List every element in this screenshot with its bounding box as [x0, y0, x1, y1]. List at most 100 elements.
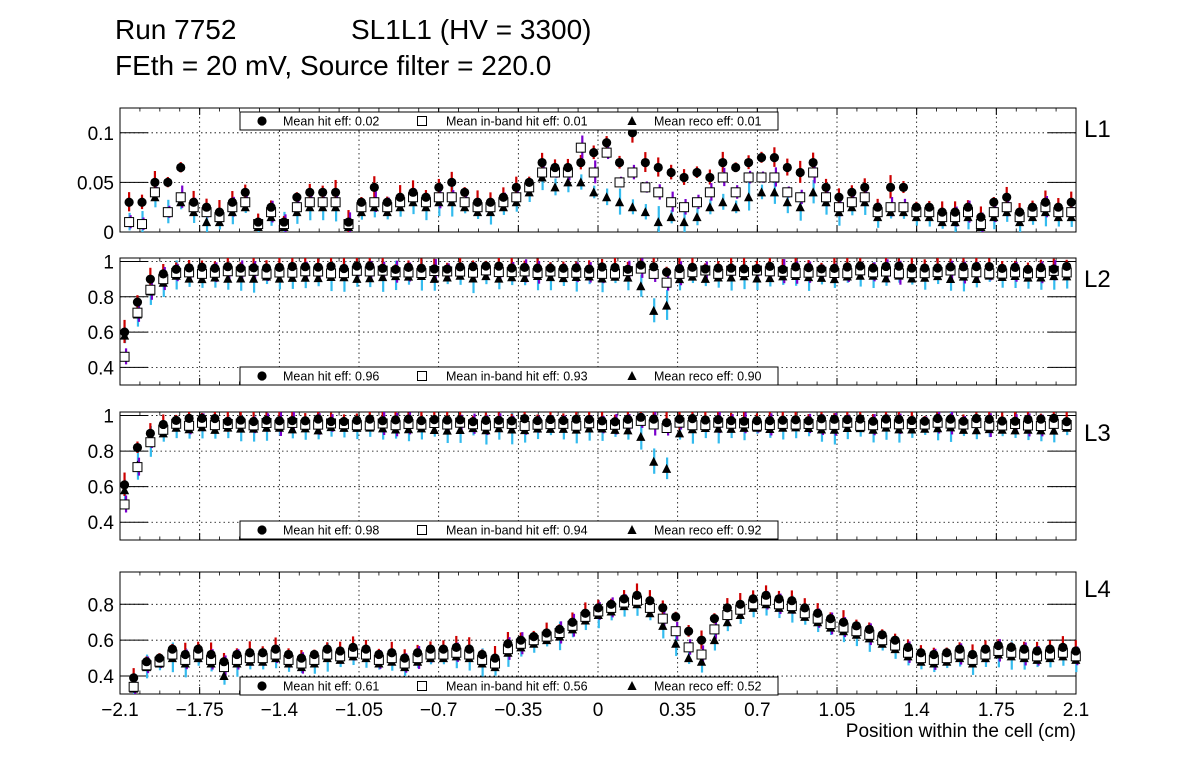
legend-entry: Mean in-band hit eff: 0.56	[446, 680, 588, 694]
data-point-hit	[743, 157, 754, 168]
data-point-hit	[193, 644, 203, 654]
data-point-hit	[343, 217, 354, 227]
data-point-hit	[326, 416, 336, 427]
data-point-inband	[661, 277, 672, 288]
data-point-hit	[408, 187, 418, 197]
data-point-hit	[713, 415, 723, 425]
data-point-hit	[963, 202, 973, 212]
data-point-hit	[438, 644, 449, 654]
data-point-hit	[369, 182, 379, 192]
legend-marker-square	[417, 116, 427, 126]
legend-entry: Mean hit eff: 0.96	[283, 370, 379, 384]
data-point-hit	[847, 187, 857, 197]
data-point-reco	[722, 617, 732, 627]
data-point-hit	[184, 413, 194, 423]
data-point-hit	[890, 635, 900, 645]
data-point-hit	[163, 177, 173, 187]
data-point-hit	[464, 644, 474, 654]
x-axis-title: Position within the cell (cm)	[846, 721, 1076, 742]
data-point-reco	[649, 305, 659, 315]
data-point-hit	[803, 263, 814, 273]
data-point-hit	[176, 162, 186, 173]
data-point-hit	[542, 628, 552, 638]
data-point-hit	[1062, 417, 1072, 427]
data-point-inband	[240, 197, 251, 208]
data-point-inband	[162, 207, 173, 218]
x-tick-label: 1.75	[978, 700, 1015, 721]
data-point-hit	[154, 653, 165, 663]
data-point-reco	[184, 273, 194, 283]
y-tick-label: 1	[103, 253, 114, 274]
data-point-inband	[369, 197, 380, 208]
data-point-inband	[833, 202, 844, 213]
data-point-hit	[1049, 413, 1059, 423]
data-point-hit	[145, 274, 155, 284]
data-point-reco	[782, 197, 792, 207]
data-point-reco	[1010, 425, 1020, 435]
data-point-hit	[674, 414, 685, 424]
data-point-hit	[352, 415, 362, 425]
data-point-inband	[709, 624, 720, 635]
data-point-hit	[141, 657, 152, 667]
data-point-hit	[1036, 263, 1046, 273]
data-point-inband	[446, 192, 457, 203]
data-point-hit	[240, 187, 250, 197]
data-point-reco	[481, 271, 491, 281]
data-point-inband	[124, 217, 135, 228]
data-point-hit	[210, 263, 220, 273]
data-point-hit	[283, 649, 294, 660]
data-point-hit	[623, 414, 633, 424]
data-point-hit	[219, 657, 229, 667]
data-point-hit	[119, 327, 130, 337]
legend-entry: Mean reco eff: 0.92	[654, 524, 762, 538]
data-point-hit	[658, 603, 668, 613]
data-point-hit	[494, 415, 504, 425]
data-point-hit	[993, 640, 1003, 651]
data-point-hit	[335, 646, 345, 656]
data-point-hit	[300, 416, 310, 426]
data-point-hit	[429, 415, 439, 425]
legend-box	[239, 111, 779, 131]
data-point-hit	[838, 617, 849, 627]
legend-entry: Mean hit eff: 0.98	[283, 524, 379, 538]
data-point-hit	[434, 182, 444, 192]
legend-marker-triangle	[627, 116, 637, 125]
data-point-hit	[881, 414, 891, 424]
data-point-hit	[382, 197, 392, 207]
data-point-hit	[520, 262, 530, 273]
data-point-hit	[550, 162, 560, 173]
data-point-hit	[378, 416, 388, 426]
data-point-hit	[563, 162, 573, 173]
data-point-reco	[455, 425, 465, 435]
data-point-hit	[416, 263, 426, 273]
data-point-reco	[971, 273, 981, 283]
data-point-hit	[787, 596, 797, 606]
data-point-hit	[498, 192, 508, 202]
data-point-hit	[722, 603, 732, 613]
data-point-hit	[709, 614, 720, 624]
data-point-hit	[292, 192, 302, 202]
data-point-hit	[232, 649, 242, 660]
legend-marker-triangle	[627, 525, 637, 534]
data-point-hit	[425, 644, 436, 654]
data-point-inband	[317, 197, 328, 208]
data-point-inband	[175, 192, 186, 203]
x-tick-label: −1.75	[176, 700, 224, 721]
y-tick-label: 0.4	[88, 513, 115, 534]
data-point-hit	[309, 649, 319, 660]
data-point-inband	[132, 462, 143, 473]
y-tick-label: 0.8	[88, 288, 114, 309]
data-point-inband	[145, 437, 156, 448]
data-point-hit	[933, 413, 943, 424]
data-point-hit	[937, 207, 947, 217]
legend-marker-triangle	[627, 371, 637, 380]
y-tick-label: 0	[103, 223, 114, 244]
legend-entry: Mean hit eff: 0.61	[283, 680, 379, 694]
data-point-hit	[421, 192, 431, 202]
data-point-hit	[124, 197, 134, 207]
data-point-hit	[920, 263, 930, 273]
data-point-hit	[503, 639, 513, 649]
data-point-hit	[929, 649, 939, 660]
data-point-hit	[679, 172, 689, 183]
data-point-hit	[271, 644, 281, 654]
